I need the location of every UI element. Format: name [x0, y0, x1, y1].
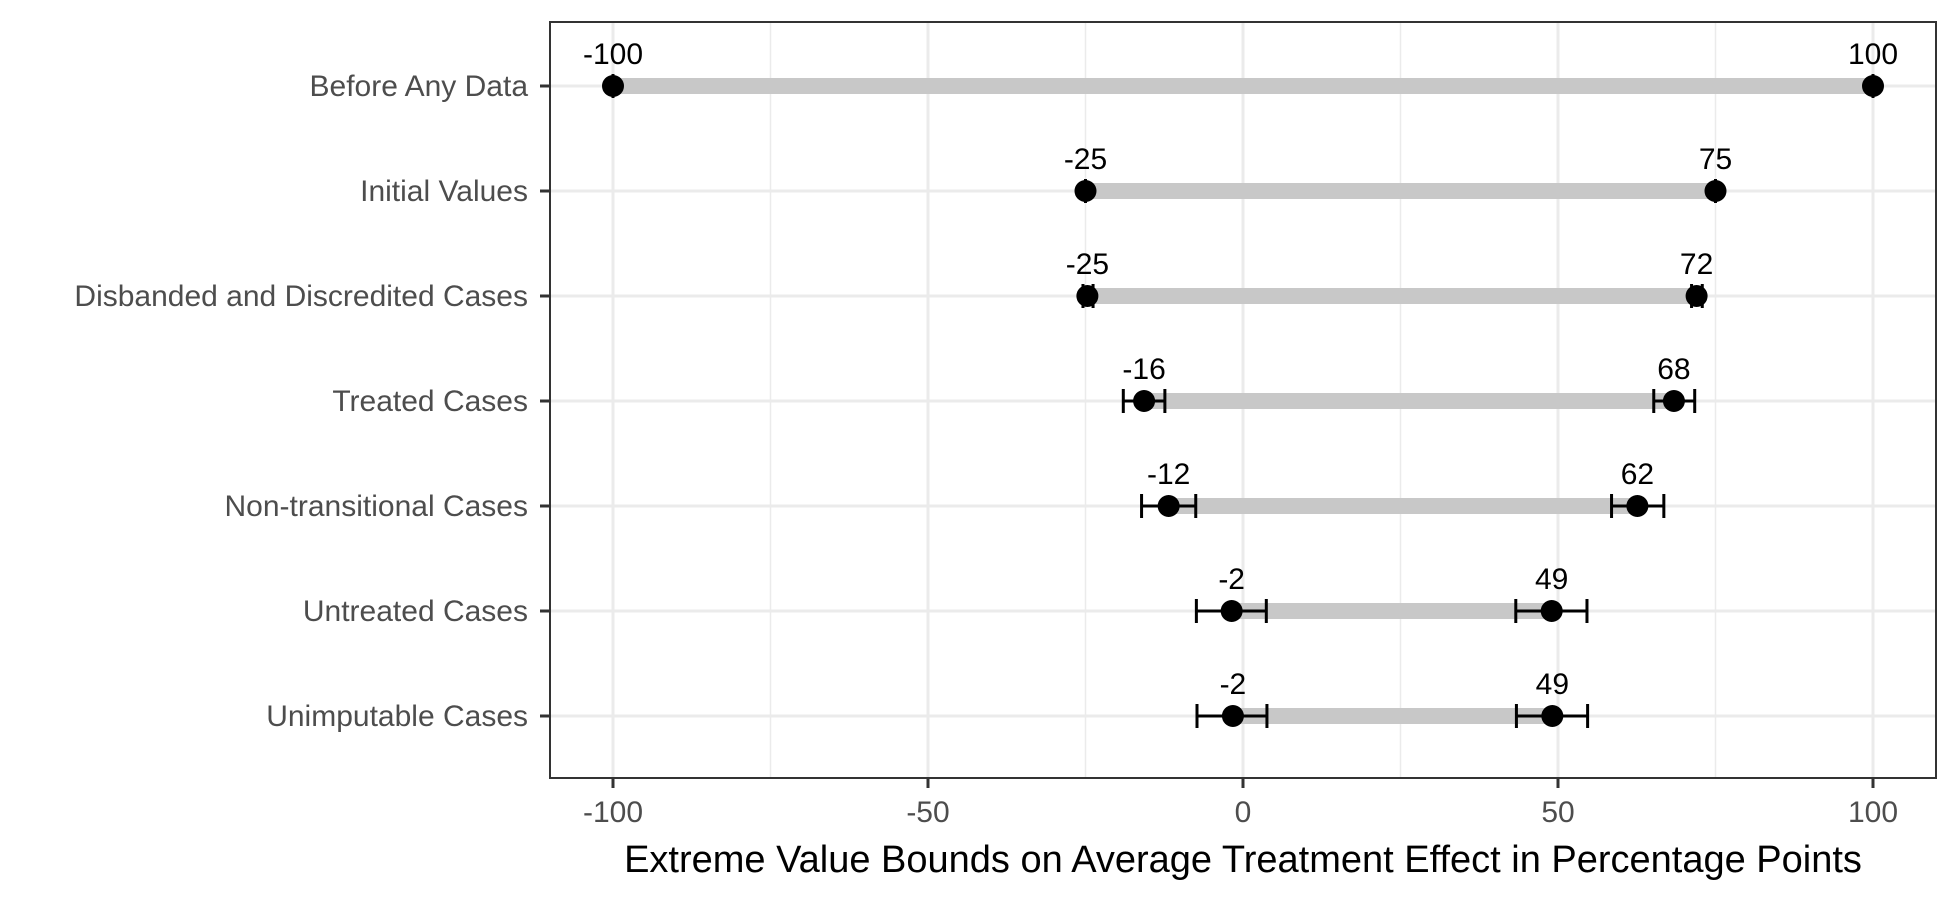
lower-bound-label: -25: [1066, 248, 1109, 281]
upper-bound-label: 62: [1621, 458, 1654, 491]
upper-bound-label: 49: [1536, 668, 1569, 701]
lower-bound-point: [1157, 495, 1180, 517]
upper-bound-point: [1685, 285, 1708, 307]
upper-bound-point: [1541, 705, 1564, 727]
category-label: Disbanded and Discredited Cases: [74, 280, 528, 313]
x-axis-title: Extreme Value Bounds on Average Treatmen…: [624, 839, 1862, 881]
lower-bound-label: -12: [1147, 458, 1190, 491]
category-label: Untreated Cases: [303, 595, 528, 628]
lower-bound-label: -25: [1064, 143, 1107, 176]
category-label: Unimputable Cases: [266, 700, 528, 733]
upper-bound-point: [1662, 390, 1685, 412]
lower-bound-point: [1221, 705, 1244, 727]
upper-bound-point: [1540, 600, 1563, 622]
x-tick-label: 50: [1541, 796, 1574, 829]
upper-bound-label: 68: [1657, 353, 1690, 386]
upper-bound-point: [1862, 75, 1884, 97]
upper-bound-label: 72: [1680, 248, 1713, 281]
upper-bound-point: [1626, 495, 1649, 517]
x-tick-label: 0: [1235, 796, 1252, 829]
lower-bound-label: -16: [1122, 353, 1165, 386]
x-tick-label: 100: [1848, 796, 1898, 829]
upper-bound-point: [1704, 180, 1727, 202]
lower-bound-label: -2: [1218, 563, 1245, 596]
category-label: Before Any Data: [310, 70, 529, 103]
lower-bound-point: [1074, 180, 1097, 202]
lower-bound-label: -100: [583, 38, 643, 71]
upper-bound-label: 49: [1535, 563, 1568, 596]
upper-bound-label: 75: [1699, 143, 1732, 176]
lower-bound-point: [1133, 390, 1156, 412]
lower-bound-point: [1220, 600, 1243, 622]
category-label: Non-transitional Cases: [225, 490, 528, 523]
x-tick-label: -100: [583, 796, 643, 829]
lower-bound-point: [1076, 285, 1099, 307]
upper-bound-label: 100: [1848, 38, 1898, 71]
category-label: Initial Values: [360, 175, 528, 208]
lower-bound-label: -2: [1220, 668, 1247, 701]
category-label: Treated Cases: [332, 385, 528, 418]
lower-bound-point: [602, 75, 624, 97]
x-tick-label: -50: [906, 796, 949, 829]
